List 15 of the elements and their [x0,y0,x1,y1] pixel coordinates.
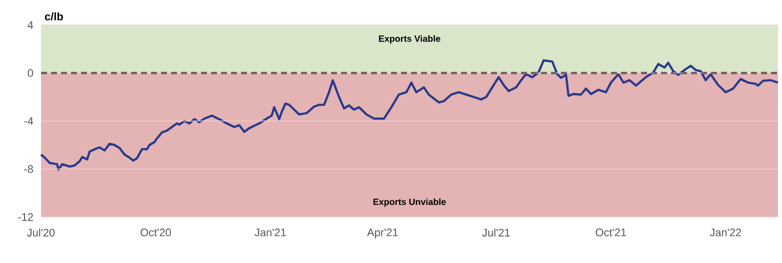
x-tick-label: Oct'21 [596,228,626,236]
y-axis-title: c/lb [44,12,63,20]
x-tick-label: Jan'21 [254,228,286,236]
y-tick-label: -8 [24,165,33,173]
band-label: Exports Viable [379,35,440,44]
y-tick-label: -12 [18,213,33,221]
x-tick-label: Jul'20 [27,228,55,237]
y-tick-label: -4 [24,117,34,125]
band-label: Exports Unviable [373,198,446,207]
x-tick-label: Oct'20 [140,228,171,236]
x-tick-label: Apr'21 [367,228,398,238]
y-tick-label: 4 [28,21,34,29]
x-tick-label: Jul'21 [482,228,510,237]
y-tick-label: 0 [28,69,34,77]
x-tick-label: Jan'22 [710,228,742,236]
